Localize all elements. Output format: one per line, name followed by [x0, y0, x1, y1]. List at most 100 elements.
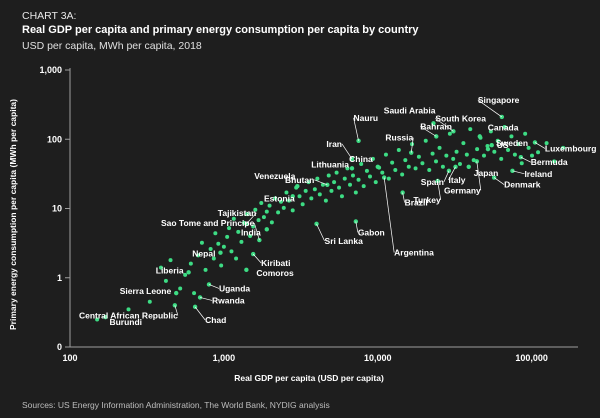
- data-point: [464, 152, 469, 157]
- data-point: [440, 164, 445, 169]
- data-point: [434, 159, 439, 164]
- data-point: [287, 198, 292, 203]
- data-point: [370, 156, 375, 161]
- data-point: [334, 170, 339, 175]
- data-point-brazil: [400, 190, 405, 195]
- data-point: [284, 190, 289, 195]
- data-point: [208, 247, 213, 252]
- point-label-luxembourg: Luxembourg: [545, 143, 596, 153]
- data-point: [502, 125, 507, 130]
- leader-line-kiribati: [252, 253, 262, 264]
- data-point: [276, 210, 281, 215]
- point-label-singapore: Singapore: [478, 95, 520, 105]
- data-point: [315, 176, 320, 181]
- leader-line-singapore: [477, 99, 503, 118]
- point-label-tajikistan: Tajikistan: [218, 208, 257, 218]
- point-label-china: China: [349, 154, 373, 164]
- data-point: [512, 152, 517, 157]
- point-label-rwanda: Rwanda: [212, 295, 245, 305]
- data-point: [332, 180, 337, 185]
- point-label-central-african-republic: Central African Republic: [79, 310, 178, 320]
- data-point-estonia: [290, 194, 295, 199]
- point-label-kiribati: Kiribati: [261, 258, 290, 268]
- data-point: [380, 170, 385, 175]
- data-point-saudi-arabia: [431, 121, 436, 126]
- data-point-uganda: [206, 282, 212, 287]
- data-point: [248, 234, 253, 239]
- leader-line-bermuda: [520, 156, 531, 163]
- data-point: [416, 154, 421, 159]
- data-point-sierra-leone: [174, 290, 179, 296]
- data-point: [359, 161, 364, 166]
- data-point: [269, 220, 274, 225]
- point-label-sri-lanka: Sri Lanka: [325, 236, 364, 246]
- data-point: [488, 129, 493, 134]
- data-point-nepal: [218, 250, 223, 255]
- data-point: [306, 180, 311, 185]
- data-point-singapore: [499, 114, 505, 120]
- data-point: [403, 158, 408, 163]
- data-point: [356, 177, 361, 182]
- leader-line-gabon: [355, 221, 359, 233]
- data-point: [267, 203, 272, 208]
- data-point-lithuania: [349, 166, 355, 171]
- chart-label: CHART 3A:: [22, 10, 77, 22]
- data-point: [216, 241, 221, 246]
- data-point: [337, 185, 342, 190]
- data-point: [158, 265, 163, 270]
- data-point: [273, 196, 278, 201]
- data-point-central-african-republic: [172, 303, 178, 308]
- data-point: [225, 234, 230, 239]
- data-point: [348, 182, 353, 187]
- point-label-sao-tome-and-principe: Sao Tome and Principe: [161, 218, 255, 228]
- data-point: [400, 172, 405, 177]
- y-tick-label: 100: [47, 134, 62, 144]
- point-label-spain: Spain: [421, 177, 444, 187]
- data-point-germany: [474, 159, 480, 164]
- point-label-canada: Canada: [488, 122, 519, 132]
- data-point: [413, 166, 418, 171]
- point-label-ireland: Ireland: [524, 169, 552, 179]
- leader-line-denmark: [493, 177, 505, 185]
- data-point-comoros: [244, 267, 249, 273]
- data-point-gabon: [353, 219, 359, 224]
- point-label-comoros: Comoros: [256, 268, 294, 278]
- leader-line-uganda: [208, 284, 220, 289]
- data-point: [163, 278, 168, 283]
- data-point: [396, 147, 401, 152]
- leader-line-nauru: [353, 117, 359, 141]
- point-label-saudi-arabia: Saudi Arabia: [384, 105, 436, 115]
- leader-line-argentina: [383, 177, 395, 253]
- leader-line-bahrain: [420, 126, 437, 137]
- data-point-sweden: [485, 146, 491, 152]
- data-point: [329, 188, 334, 193]
- data-point: [192, 291, 197, 296]
- leader-line-luxembourg: [534, 142, 546, 149]
- data-point: [264, 209, 269, 214]
- data-point: [444, 153, 449, 158]
- point-label-turkey: Turkey: [413, 195, 441, 205]
- data-point: [519, 161, 524, 166]
- data-point: [367, 174, 372, 179]
- point-label-bhutan: Bhutan: [285, 175, 314, 185]
- point-label-south-korea: South Korea: [435, 113, 486, 123]
- data-point: [259, 201, 264, 206]
- data-point: [499, 156, 504, 161]
- data-point: [245, 212, 250, 217]
- x-tick-label: 1,000: [213, 353, 236, 363]
- leader-line-central-african-republic: [174, 305, 179, 316]
- axes: 0 1 10 100 1,000 100 1,000 10,000 100,000 Real GD…: [8, 65, 578, 383]
- data-point: [126, 307, 131, 312]
- point-label-germany: Germany: [444, 185, 481, 195]
- data-point-china: [375, 164, 380, 170]
- data-point-turkey: [435, 178, 440, 184]
- data-point: [386, 176, 391, 181]
- data-point: [203, 267, 208, 272]
- data-point: [221, 244, 226, 249]
- data-point: [447, 131, 452, 136]
- data-point: [261, 215, 266, 220]
- data-point: [516, 142, 521, 147]
- point-label-argentina: Argentina: [394, 248, 434, 258]
- y-tick-label: 1: [57, 273, 62, 283]
- data-point: [523, 131, 528, 136]
